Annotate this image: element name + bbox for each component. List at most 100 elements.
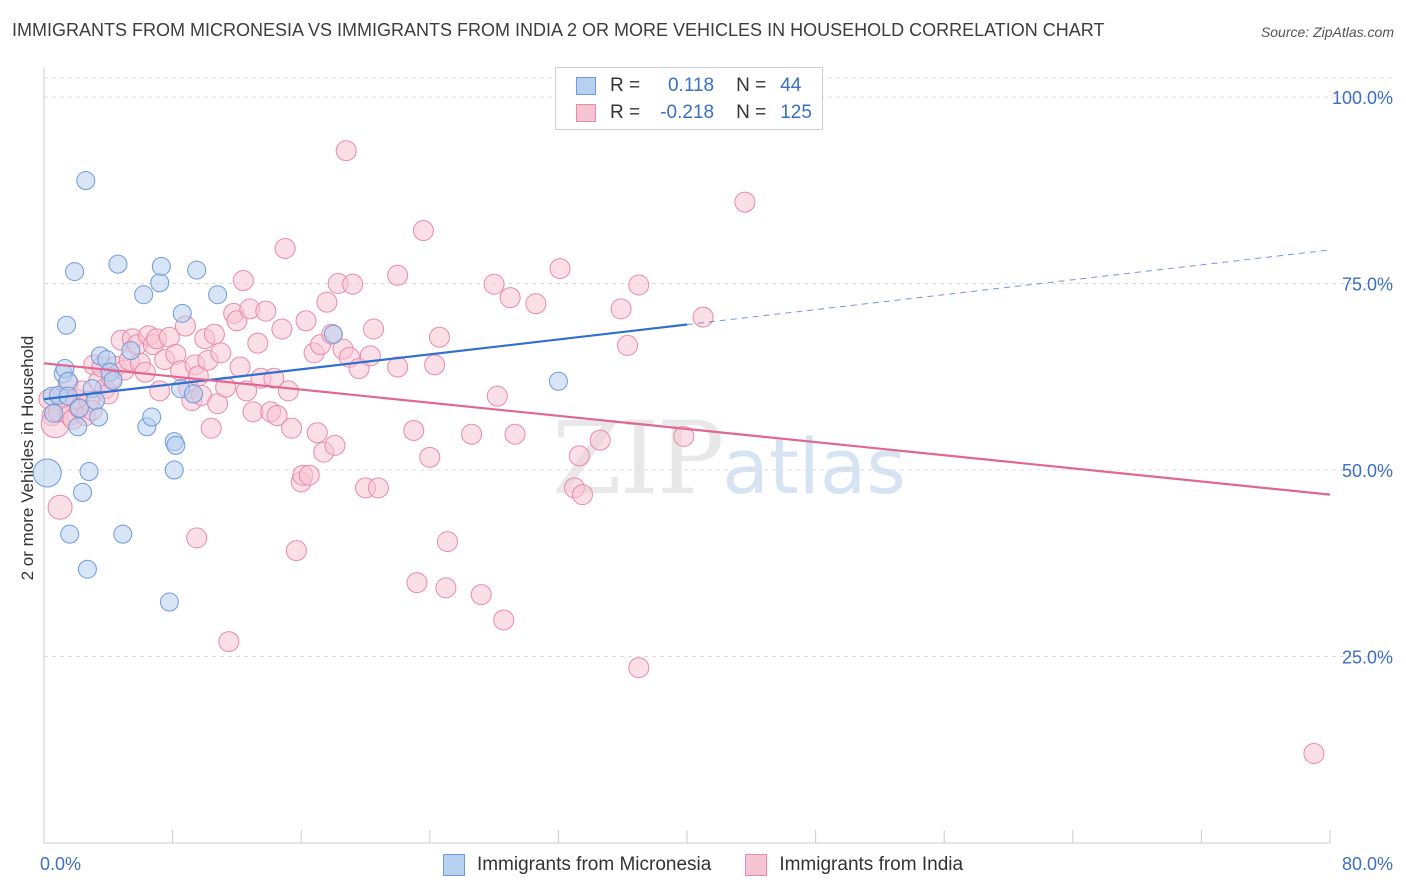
micronesia-point — [57, 315, 77, 335]
india-point — [335, 140, 357, 162]
micronesia-trend-extension — [686, 249, 1331, 326]
y-tick-label: 75.0% — [1342, 275, 1393, 295]
legend-n-value: 44 — [780, 75, 802, 96]
india-point — [387, 356, 409, 378]
micronesia-point — [113, 524, 133, 544]
india-point — [247, 332, 269, 354]
x-tick-label: 80.0% — [1342, 854, 1393, 874]
india-point — [342, 273, 364, 295]
micronesia-point — [166, 435, 186, 455]
micronesia-point — [44, 403, 64, 423]
india-point — [387, 264, 409, 286]
source-label: Source: ZipAtlas.com — [1260, 24, 1394, 40]
india-points — [38, 140, 1325, 764]
india-point — [549, 258, 571, 280]
india-point — [486, 385, 508, 407]
india-point — [210, 342, 232, 364]
micronesia-point — [172, 303, 192, 323]
india-point — [186, 527, 208, 549]
india-point — [236, 380, 258, 402]
india-point — [200, 417, 222, 439]
india-trend-line — [43, 362, 1331, 496]
india-point — [610, 298, 632, 320]
india-point — [589, 429, 611, 451]
legend-label-micronesia: Immigrants from Micronesia — [476, 854, 712, 875]
micronesia-point — [89, 407, 109, 427]
india-point — [229, 356, 251, 378]
micronesia-point — [77, 559, 97, 579]
legend-row-india: R = -0.218 N = 125 — [576, 101, 812, 125]
india-point — [412, 220, 434, 242]
legend-swatch-india — [576, 104, 596, 122]
india-point — [274, 237, 296, 259]
india-point — [419, 446, 441, 468]
stats-legend: R = 0.118 N = 44 R = -0.218 N = 125 — [555, 67, 823, 130]
india-point — [47, 494, 73, 520]
india-point — [232, 270, 254, 292]
y-tick-label: 50.0% — [1342, 461, 1393, 481]
micronesia-point — [187, 260, 207, 280]
india-point — [298, 464, 320, 486]
micronesia-point — [151, 256, 171, 276]
micronesia-point — [150, 273, 170, 293]
india-point — [306, 422, 328, 444]
india-point — [617, 334, 639, 356]
legend-swatch-micronesia — [442, 854, 465, 876]
legend-row-micronesia: R = 0.118 N = 44 — [576, 74, 801, 98]
micronesia-point — [65, 262, 85, 282]
micronesia-trend-line — [43, 323, 688, 401]
legend-r-value: -0.218 — [660, 102, 715, 123]
legend-item-india: Immigrants from India — [745, 852, 963, 878]
y-tick-label: 25.0% — [1342, 648, 1393, 668]
india-point — [367, 477, 389, 499]
micronesia-point — [164, 460, 184, 480]
micronesia-point — [208, 285, 228, 305]
legend-label-india: Immigrants from India — [779, 854, 964, 875]
legend-item-micronesia: Immigrants from Micronesia — [442, 852, 712, 878]
india-point — [493, 609, 515, 631]
legend-r-value: 0.118 — [667, 75, 715, 96]
india-point — [673, 425, 695, 447]
legend-r-label: R = — [610, 75, 641, 96]
watermark-atlas: atlas — [722, 422, 906, 511]
india-point — [403, 419, 425, 441]
india-point — [316, 291, 338, 313]
micronesia-point — [32, 458, 62, 488]
india-point — [692, 306, 714, 328]
india-point — [483, 273, 505, 295]
india-point — [406, 572, 428, 594]
axes — [43, 68, 1331, 844]
india-point — [242, 401, 264, 423]
india-point — [572, 484, 594, 506]
legend-swatch-micronesia — [576, 77, 596, 95]
india-point — [436, 531, 458, 553]
micronesia-point — [108, 254, 128, 274]
india-point — [628, 657, 650, 679]
india-point — [525, 293, 547, 315]
india-point — [281, 417, 303, 439]
india-point — [628, 274, 650, 296]
india-point — [363, 318, 385, 340]
micronesia-point — [121, 341, 141, 361]
micronesia-point — [76, 171, 96, 191]
india-point — [1303, 742, 1325, 764]
micronesia-point — [323, 324, 343, 344]
india-point — [504, 423, 526, 445]
chart-title: IMMIGRANTS FROM MICRONESIA VS IMMIGRANTS… — [12, 20, 1105, 40]
micronesia-point — [548, 371, 568, 391]
micronesia-points — [32, 171, 568, 612]
india-point — [428, 326, 450, 348]
india-point — [295, 310, 317, 332]
india-point — [255, 300, 277, 322]
micronesia-point — [183, 384, 203, 404]
india-point — [568, 445, 590, 467]
series-legend: Immigrants from Micronesia Immigrants fr… — [0, 852, 1406, 878]
micronesia-point — [159, 592, 179, 612]
india-point — [461, 423, 483, 445]
india-point — [324, 434, 346, 456]
micronesia-point — [60, 524, 80, 544]
micronesia-point — [134, 285, 154, 305]
micronesia-point — [68, 417, 88, 437]
x-tick-label: 0.0% — [40, 854, 81, 874]
